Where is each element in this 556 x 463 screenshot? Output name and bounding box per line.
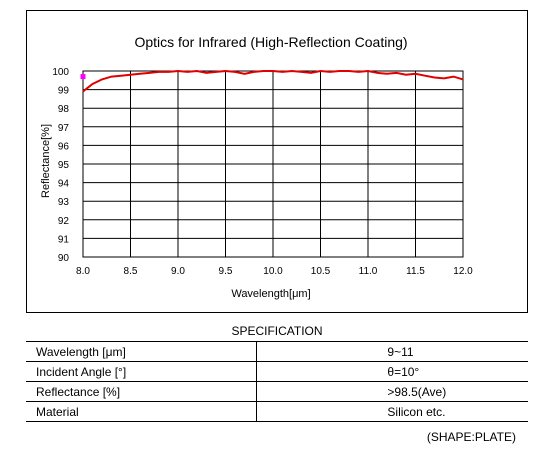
y-tick-label: 93 bbox=[58, 197, 70, 208]
grid bbox=[82, 70, 464, 258]
y-tick-label: 100 bbox=[52, 67, 69, 78]
x-tick-label: 10.5 bbox=[311, 266, 331, 277]
y-tick-label: 91 bbox=[58, 234, 70, 245]
chart-frame: Optics for Infrared (High-Reflection Coa… bbox=[26, 10, 528, 313]
y-tick-label: 90 bbox=[58, 253, 70, 264]
x-tick-label: 10.0 bbox=[263, 266, 283, 277]
x-tick-label: 11.0 bbox=[359, 266, 378, 277]
spec-param: Reflectance [%] bbox=[26, 381, 258, 402]
series-marker bbox=[80, 74, 86, 80]
y-tick-label: 98 bbox=[58, 104, 70, 115]
spec-param: Wavelength [μm] bbox=[26, 341, 258, 362]
chart-title: Optics for Infrared (High-Reflection Coa… bbox=[134, 34, 407, 50]
spec-row: Reflectance [%] >98.5(Ave) bbox=[26, 381, 528, 402]
x-tick-label: 8.5 bbox=[124, 266, 138, 277]
spec-table: Wavelength [μm] 9~11 Incident Angle [°] … bbox=[26, 341, 528, 422]
spec-row: Wavelength [μm] 9~11 bbox=[26, 341, 528, 362]
spec-title: SPECIFICATION bbox=[231, 324, 323, 338]
series-line bbox=[82, 69, 464, 93]
x-tick-label: 11.5 bbox=[406, 266, 425, 277]
spec-value: Silicon etc. bbox=[256, 401, 528, 422]
y-tick-label: 94 bbox=[58, 179, 70, 190]
y-tick-label: 92 bbox=[58, 216, 70, 227]
spec-row: Incident Angle [°] θ=10° bbox=[26, 361, 528, 382]
y-tick-labels: 90 91 92 93 94 95 96 97 98 99 100 bbox=[52, 67, 69, 264]
x-tick-label: 9.5 bbox=[219, 266, 233, 277]
y-axis-title: Reflectance[%] bbox=[40, 124, 52, 198]
spec-value: θ=10° bbox=[256, 361, 528, 382]
spec-value: >98.5(Ave) bbox=[256, 381, 528, 402]
shape-note: (SHAPE:PLATE) bbox=[426, 430, 516, 444]
x-tick-labels: 8.0 8.5 9.0 9.5 10.0 10.5 11.0 11.5 12.0 bbox=[76, 266, 473, 277]
y-tick-label: 97 bbox=[58, 123, 70, 134]
y-tick-label: 96 bbox=[58, 141, 70, 152]
y-tick-label: 95 bbox=[58, 160, 70, 171]
reflectance-chart: Optics for Infrared (High-Reflection Coa… bbox=[40, 34, 473, 300]
x-tick-label: 9.0 bbox=[171, 266, 185, 277]
x-tick-label: 8.0 bbox=[76, 266, 90, 277]
y-tick-label: 99 bbox=[58, 86, 70, 97]
spec-value: 9~11 bbox=[256, 341, 528, 362]
spec-row: Material Silicon etc. bbox=[26, 401, 528, 422]
x-tick-label: 12.0 bbox=[453, 266, 473, 277]
series-layer bbox=[80, 69, 464, 93]
spec-param: Incident Angle [°] bbox=[26, 361, 258, 382]
spec-param: Material bbox=[26, 401, 258, 422]
x-axis-title: Wavelength[μm] bbox=[231, 288, 310, 300]
